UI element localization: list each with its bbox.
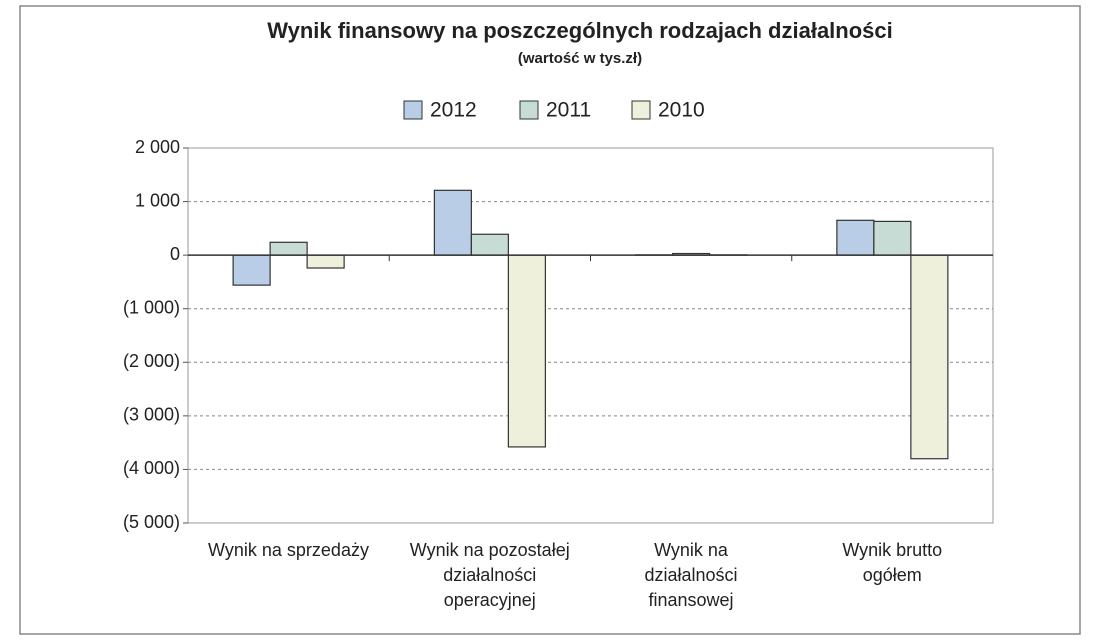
bar <box>269 241 308 256</box>
chart-subtitle: (wartość w tys.zł) <box>518 50 642 67</box>
y-tick-label: 0 <box>170 244 180 264</box>
y-tick-label: (5 000) <box>123 512 180 532</box>
x-tick-label: Wynik na działalności finansowej <box>644 540 738 610</box>
bar <box>433 189 472 256</box>
legend-label: 2011 <box>546 99 591 122</box>
legend-swatch <box>403 100 423 120</box>
bar <box>470 233 509 256</box>
y-tick-label: (2 000) <box>123 351 180 371</box>
chart-frame <box>19 5 1081 635</box>
chart-title: Wynik finansowy na poszczególnych rodzaj… <box>267 18 893 43</box>
bar <box>910 254 949 460</box>
bar <box>873 220 912 256</box>
y-tick-label: (3 000) <box>123 405 180 425</box>
legend-label: 2010 <box>658 99 705 122</box>
plot-area <box>187 147 994 524</box>
legend-label: 2012 <box>430 99 477 122</box>
x-tick-label: Wynik brutto ogółem <box>842 540 943 585</box>
x-tick-label: Wynik na pozostałej działalności operacy… <box>409 540 570 610</box>
y-tick-label: (4 000) <box>123 458 180 478</box>
x-tick-label: Wynik na sprzedaży <box>208 540 369 560</box>
bar <box>232 254 271 286</box>
y-tick-label: (1 000) <box>123 297 180 317</box>
bar <box>507 254 546 448</box>
y-tick-label: 2 000 <box>135 137 180 157</box>
y-tick-label: 1 000 <box>135 190 180 210</box>
bar <box>306 254 345 269</box>
legend-swatch <box>631 100 651 120</box>
legend-swatch <box>519 100 539 120</box>
bar <box>836 219 875 256</box>
